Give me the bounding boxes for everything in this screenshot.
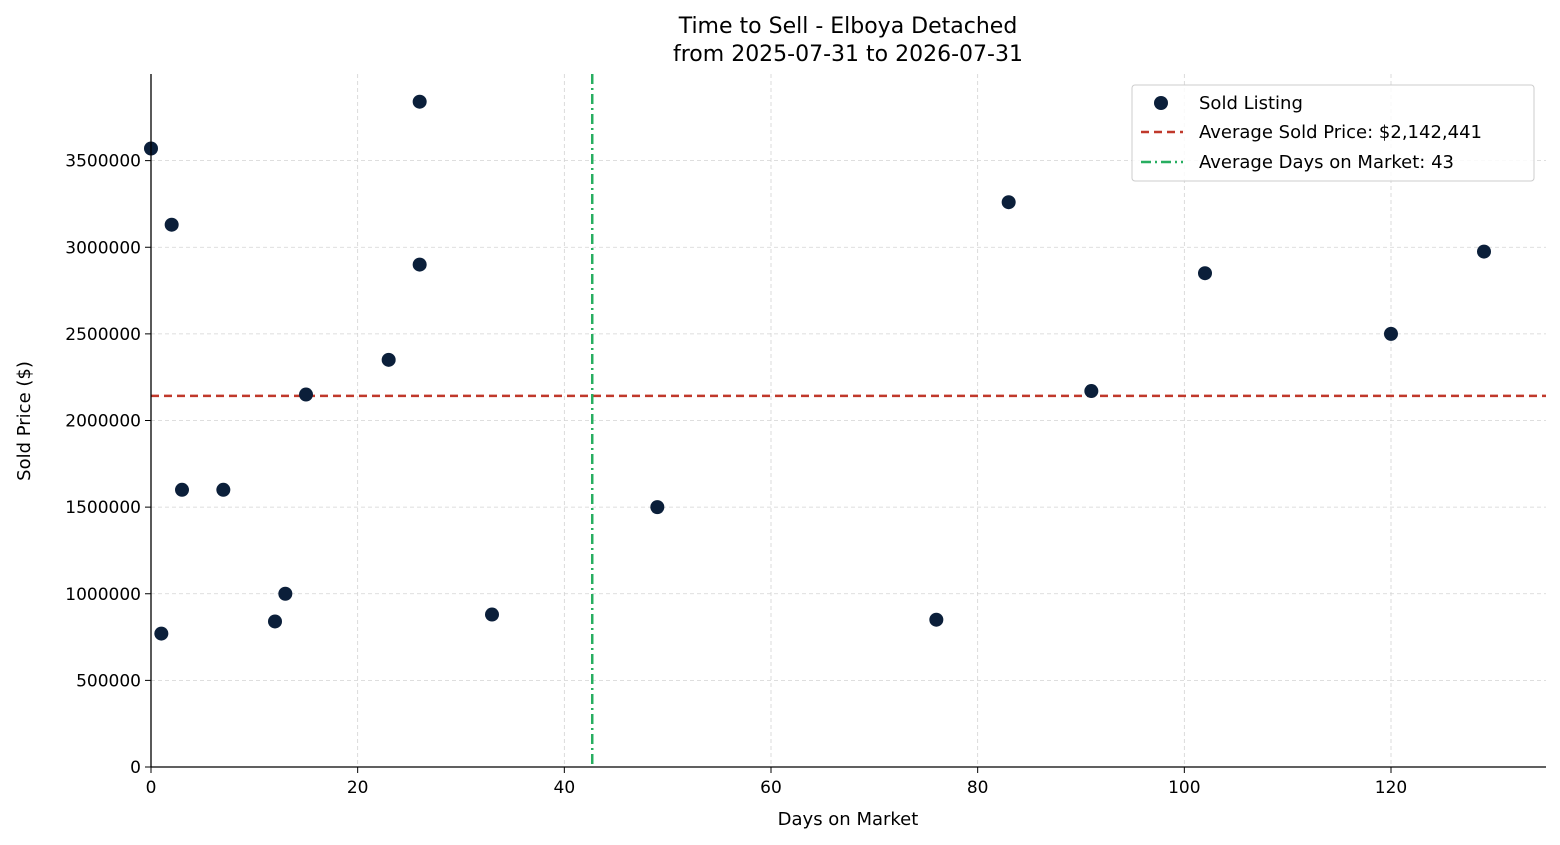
y-tick-label: 3000000 xyxy=(65,238,141,258)
x-tick-label: 120 xyxy=(1375,778,1407,798)
legend-box xyxy=(1131,84,1535,182)
x-tick-label: 20 xyxy=(347,778,369,798)
data-point xyxy=(650,500,665,515)
y-tick-label: 3500000 xyxy=(65,152,141,172)
y-tick-label: 1500000 xyxy=(65,498,141,518)
legend: Sold Listing Average Sold Price: $2,142,… xyxy=(1131,84,1535,182)
y-tick-label: 0 xyxy=(130,758,141,778)
legend-label-sold-listing: Sold Listing xyxy=(1199,93,1303,114)
data-point xyxy=(175,482,189,497)
chart-title-line-1: Time to Sell - Elboya Detached xyxy=(678,14,1018,39)
data-point xyxy=(412,94,427,109)
data-point xyxy=(299,387,313,402)
data-point xyxy=(485,607,499,622)
data-point xyxy=(412,257,427,272)
data-point xyxy=(381,352,396,367)
data-point xyxy=(268,614,282,629)
data-point xyxy=(216,482,231,497)
data-points xyxy=(144,94,1491,641)
legend-label-average-days: Average Days on Market: 43 xyxy=(1199,152,1454,173)
x-axis-label: Days on Market xyxy=(778,809,919,830)
data-point xyxy=(1477,244,1491,259)
data-point xyxy=(278,586,293,601)
x-tick-label: 100 xyxy=(1168,778,1200,798)
y-axis-label: Sold Price ($) xyxy=(14,361,35,481)
y-tick-label: 2000000 xyxy=(65,412,141,432)
x-tick-label: 0 xyxy=(146,778,157,798)
x-tick-label: 60 xyxy=(760,778,782,798)
tick-labels: 0 20 40 60 80 100 120 0 500000 1000000 1500000 2000… xyxy=(65,152,1407,798)
data-point xyxy=(1001,195,1016,210)
data-point xyxy=(1084,384,1099,399)
y-tick-label: 500000 xyxy=(76,671,141,691)
reference-lines xyxy=(151,74,1546,767)
y-tick-label: 2500000 xyxy=(65,325,141,345)
data-point xyxy=(1198,266,1212,281)
chart-title-line-2: from 2025-07-31 to 2026-07-31 xyxy=(673,42,1023,67)
x-tick-label: 80 xyxy=(967,778,989,798)
data-point xyxy=(929,612,944,627)
legend-label-average-price: Average Sold Price: $2,142,441 xyxy=(1199,122,1482,143)
data-point xyxy=(164,217,179,232)
data-point xyxy=(154,626,169,641)
x-tick-label: 40 xyxy=(554,778,576,798)
y-tick-label: 1000000 xyxy=(65,585,141,605)
legend-marker-sold-listing xyxy=(1154,96,1168,110)
data-point xyxy=(1384,326,1398,341)
